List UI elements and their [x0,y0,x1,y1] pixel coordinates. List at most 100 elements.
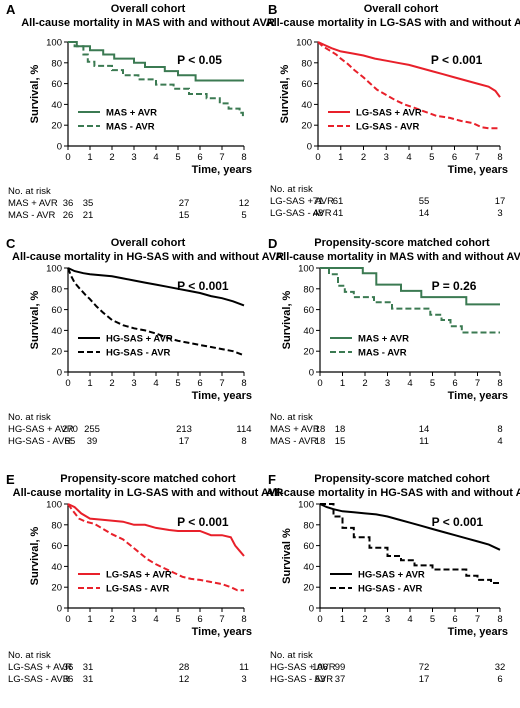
risk-value: 18 [315,436,326,447]
y-tick-label: 40 [301,100,312,111]
x-tick-label: 0 [65,614,70,625]
x-tick-label: 5 [430,614,435,625]
risk-value: 99 [335,662,346,673]
risk-value: 26 [63,210,74,221]
x-tick-label: 6 [452,378,457,389]
x-tick-label: 4 [153,378,158,389]
series-line-2 [317,41,500,130]
y-axis-label: Survival % [281,528,293,584]
risk-value: 18 [315,424,326,435]
legend-label: MAS + AVR [358,334,409,345]
x-tick-label: 6 [197,152,202,163]
risk-value: 31 [83,662,94,673]
x-tick-label: 1 [340,378,345,389]
risk-value: 6 [497,674,502,685]
risk-table-header: No. at risk [8,650,51,661]
risk-value: 17 [419,674,430,685]
x-tick-label: 0 [65,152,70,163]
x-tick-label: 1 [340,614,345,625]
x-tick-label: 2 [109,614,114,625]
x-tick-label: 0 [317,378,322,389]
risk-value: 36 [63,198,74,209]
risk-value: 18 [335,424,346,435]
risk-row-label: LG-SAS - AVR [270,208,332,219]
p-value-label: P < 0.001 [431,53,483,67]
panel-letter: F [268,472,276,487]
series-line-2 [67,267,245,357]
p-value-label: P = 0.26 [432,279,477,293]
y-tick-label: 40 [51,562,62,573]
risk-value: 3 [241,674,246,685]
risk-value: 114 [236,424,251,435]
risk-row-label: LG-SAS - AVR [8,674,70,685]
x-tick-label: 4 [153,152,158,163]
x-tick-label: 7 [219,152,224,163]
x-tick-label: 2 [362,378,367,389]
chart-title: Overall cohort [111,237,186,249]
x-tick-label: 8 [241,378,246,389]
risk-row-label: LG-SAS + AVR [270,196,334,207]
panel-letter: B [268,2,277,17]
y-tick-label: 20 [51,583,62,594]
chart-subtitle: All-cause mortality in HG-SAS with and w… [266,487,520,499]
y-tick-label: 60 [51,79,62,90]
y-tick-label: 80 [301,58,312,69]
x-tick-label: 1 [87,378,92,389]
chart-subtitle: All-cause mortality in MAS with and with… [21,17,275,29]
risk-value: 12 [179,674,190,685]
risk-value: 37 [335,674,346,685]
risk-value: 36 [63,674,74,685]
legend-label: LG-SAS + AVR [106,570,172,581]
risk-row-label: MAS + AVR [8,198,58,209]
x-tick-label: 3 [131,378,136,389]
x-tick-label: 2 [109,152,114,163]
risk-value: 17 [179,436,190,447]
chart-subtitle: All-cause mortality in LG-SAS with and w… [266,17,520,29]
risk-table-header: No. at risk [270,412,313,423]
legend-label: LG-SAS - AVR [356,122,419,133]
legend-label: HG-SAS - AVR [106,348,171,359]
y-tick-label: 60 [303,305,314,316]
y-tick-label: 80 [51,58,62,69]
risk-table-header: No. at risk [8,186,51,197]
x-tick-label: 2 [362,614,367,625]
y-tick-label: 20 [51,121,62,132]
y-tick-label: 80 [303,284,314,295]
x-tick-label: 6 [197,614,202,625]
x-tick-label: 2 [361,152,366,163]
y-tick-label: 0 [57,368,62,379]
legend-label: HG-SAS + AVR [358,570,425,581]
x-tick-label: 3 [131,614,136,625]
risk-value: 71 [313,196,324,207]
risk-value: 32 [495,662,506,673]
panel-a: A Overall cohort All-cause mortality in MA… [6,2,275,221]
x-tick-label: 3 [131,152,136,163]
x-axis-label: Time, years [192,626,252,638]
risk-row-label: MAS + AVR [270,424,320,435]
chart-title: Propensity-score matched cohort [314,237,490,249]
series-line-2 [320,503,500,584]
y-tick-label: 100 [298,264,314,275]
y-tick-label: 100 [296,38,312,49]
x-tick-label: 4 [407,614,412,625]
risk-value: 53 [315,674,326,685]
series-line-1 [67,503,245,557]
legend-label: MAS - AVR [358,348,407,359]
x-tick-label: 5 [430,378,435,389]
x-tick-label: 7 [219,378,224,389]
x-tick-label: 1 [338,152,343,163]
risk-row-label: MAS - AVR [270,436,317,447]
risk-table-header: No. at risk [270,184,313,195]
y-tick-label: 100 [46,38,62,49]
risk-value: 106 [312,662,328,673]
x-tick-label: 8 [241,152,246,163]
chart-subtitle: All-cause mortality in LG-SAS with and w… [13,487,284,499]
y-tick-label: 100 [46,500,62,511]
y-axis-label: Survival, % [29,526,41,585]
x-tick-label: 2 [109,378,114,389]
y-axis-label: Survival, % [29,64,41,123]
x-tick-label: 3 [385,378,390,389]
y-axis-label: Survival, % [29,290,41,349]
y-tick-label: 100 [298,500,314,511]
